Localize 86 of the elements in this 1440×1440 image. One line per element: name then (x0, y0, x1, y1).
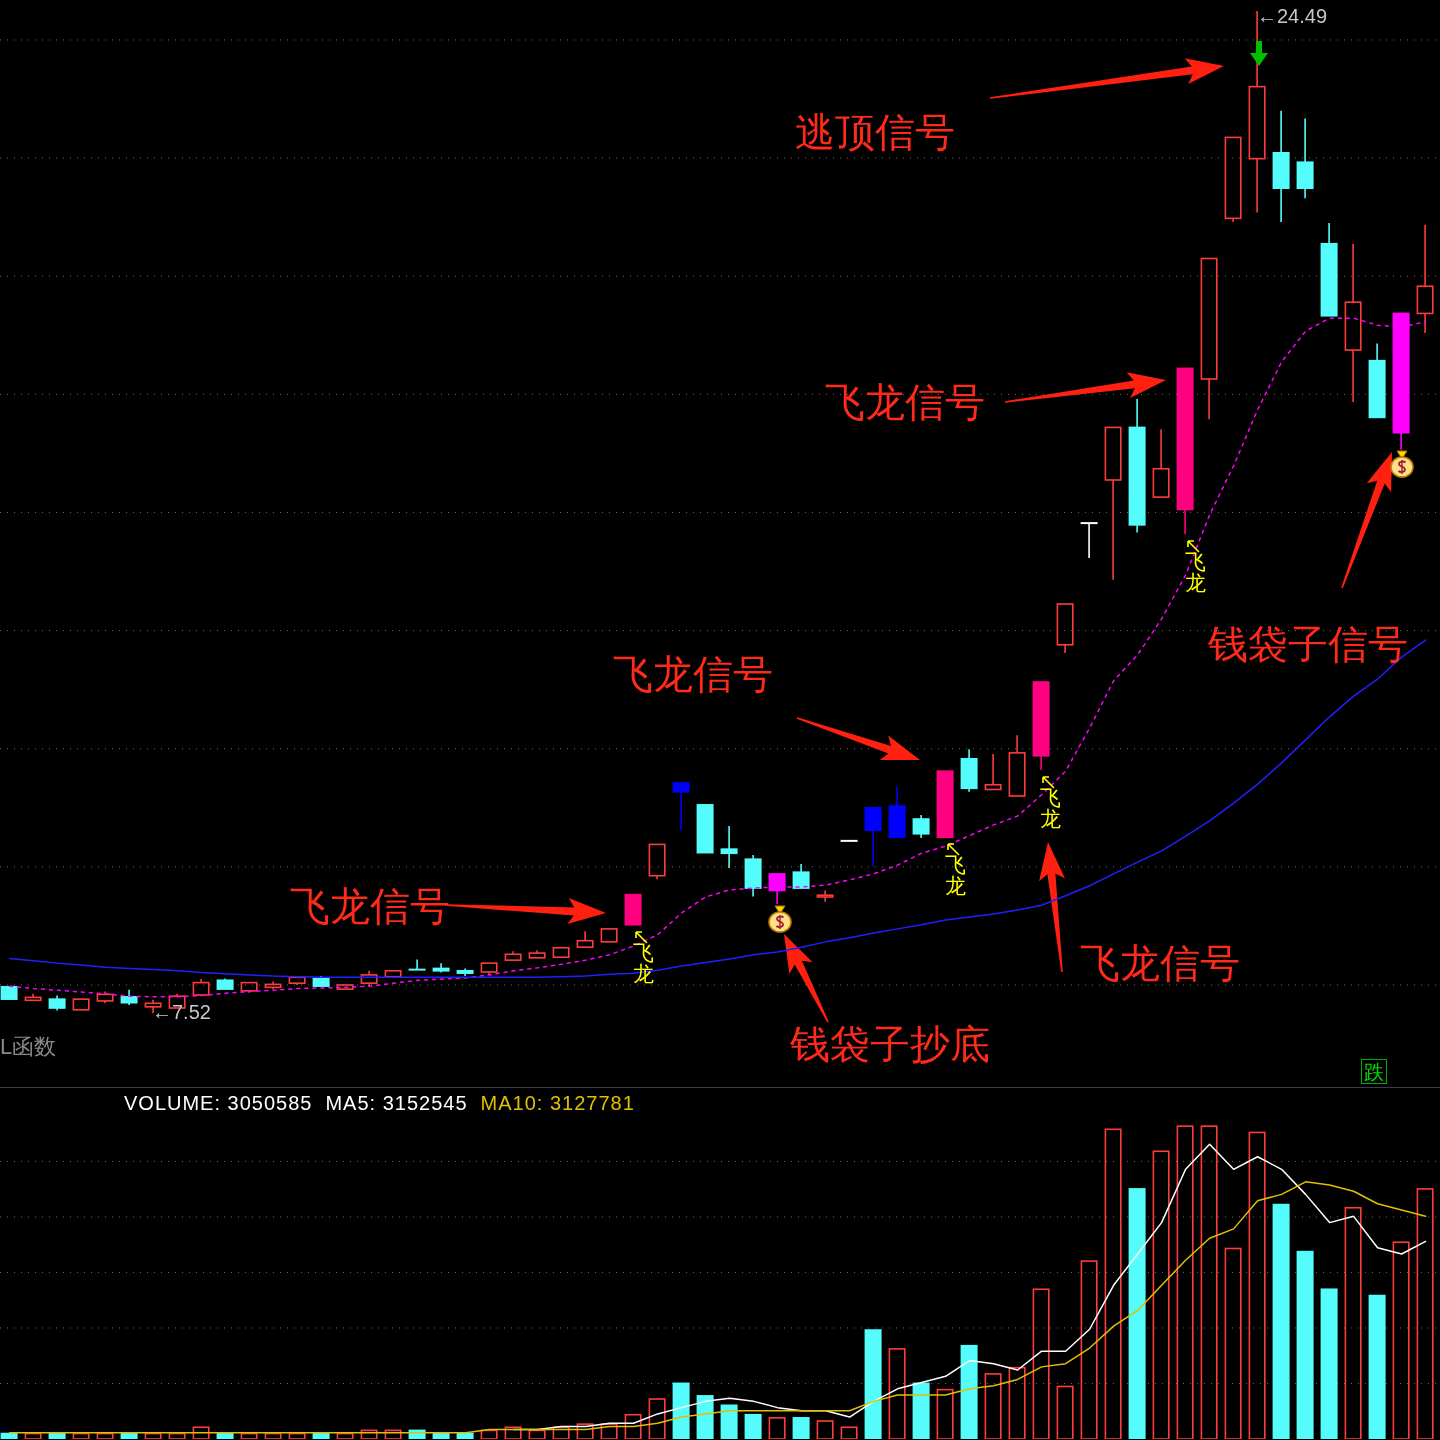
bar (264, 1432, 282, 1439)
candlestick (1272, 110, 1290, 223)
bar (312, 1432, 330, 1439)
bar (552, 1426, 570, 1439)
bar (336, 1432, 354, 1439)
candlestick (839, 839, 859, 842)
candlestick (960, 748, 978, 793)
candlestick (816, 889, 834, 903)
bar (576, 1423, 594, 1439)
candlestick (720, 825, 738, 869)
bar (432, 1432, 450, 1439)
bar (504, 1426, 522, 1439)
candlestick (1128, 398, 1146, 534)
bar (1392, 1241, 1410, 1439)
bar (648, 1398, 666, 1439)
bar (744, 1413, 762, 1439)
bar (1320, 1288, 1338, 1439)
bar (456, 1432, 474, 1439)
bar (960, 1344, 978, 1439)
annotation: 飞龙信号 (290, 884, 450, 928)
bar (240, 1432, 258, 1439)
bar (1056, 1385, 1074, 1439)
bar (1104, 1128, 1122, 1439)
bar (384, 1429, 402, 1439)
bar (288, 1432, 306, 1439)
bar (1368, 1294, 1386, 1439)
bar (1416, 1188, 1434, 1439)
bar (912, 1382, 930, 1439)
bar (72, 1432, 90, 1439)
text: MA5: 3152545 (325, 1092, 468, 1114)
bar (624, 1413, 642, 1439)
bar (24, 1432, 42, 1439)
annotation: 钱袋子信号 (1208, 622, 1408, 666)
annotation: 飞龙信号 (613, 652, 773, 696)
bar (1032, 1288, 1050, 1439)
bar (1176, 1125, 1194, 1439)
candlestick (1296, 117, 1314, 200)
candlestick (1344, 242, 1362, 403)
bar (360, 1429, 378, 1439)
annotation: 飞龙信号 (825, 380, 985, 424)
bar (216, 1432, 234, 1439)
text: L函数 (0, 1034, 57, 1059)
bar (168, 1432, 186, 1439)
bar (1272, 1203, 1290, 1439)
bar (48, 1432, 66, 1439)
bar (96, 1432, 114, 1439)
chart-title: VOLUME: 3050585 (124, 1092, 313, 1114)
bar (1152, 1150, 1170, 1439)
bar (1248, 1131, 1266, 1439)
annotation: ←7.52 (152, 1001, 211, 1023)
bar (1224, 1247, 1242, 1439)
annotation: 飞龙 (1040, 786, 1061, 830)
bar (480, 1429, 498, 1439)
bar (1200, 1125, 1218, 1439)
bar (888, 1348, 906, 1439)
text: MA10: 3127781 (480, 1092, 635, 1114)
bar (1080, 1260, 1098, 1439)
annotation: 飞龙 (945, 853, 966, 897)
text: 跌 (1361, 1059, 1387, 1084)
annotation: 飞龙 (1185, 550, 1206, 594)
bar (936, 1388, 954, 1439)
bar (720, 1404, 738, 1439)
annotation: 飞龙信号 (1080, 941, 1240, 985)
bar (1128, 1188, 1146, 1439)
bar (144, 1432, 162, 1439)
text: 钱袋子抄底 (790, 1022, 990, 1066)
candlestick (120, 988, 138, 1006)
bar (864, 1329, 882, 1439)
bar (816, 1420, 834, 1439)
bar (768, 1417, 786, 1439)
candlestick (1416, 224, 1434, 334)
bar (696, 1395, 714, 1439)
bar (1296, 1250, 1314, 1439)
bar (792, 1417, 810, 1439)
bar (1008, 1366, 1026, 1439)
bar (984, 1373, 1002, 1439)
bar (192, 1426, 210, 1439)
bar (840, 1426, 858, 1439)
bar (600, 1423, 618, 1439)
annotation: 逃顶信号 (795, 110, 955, 154)
bar (672, 1382, 690, 1439)
bar (528, 1429, 546, 1439)
bar (1344, 1206, 1362, 1439)
bar (120, 1432, 138, 1439)
bar (0, 1432, 18, 1439)
annotation: ←24.49 (1257, 5, 1328, 27)
